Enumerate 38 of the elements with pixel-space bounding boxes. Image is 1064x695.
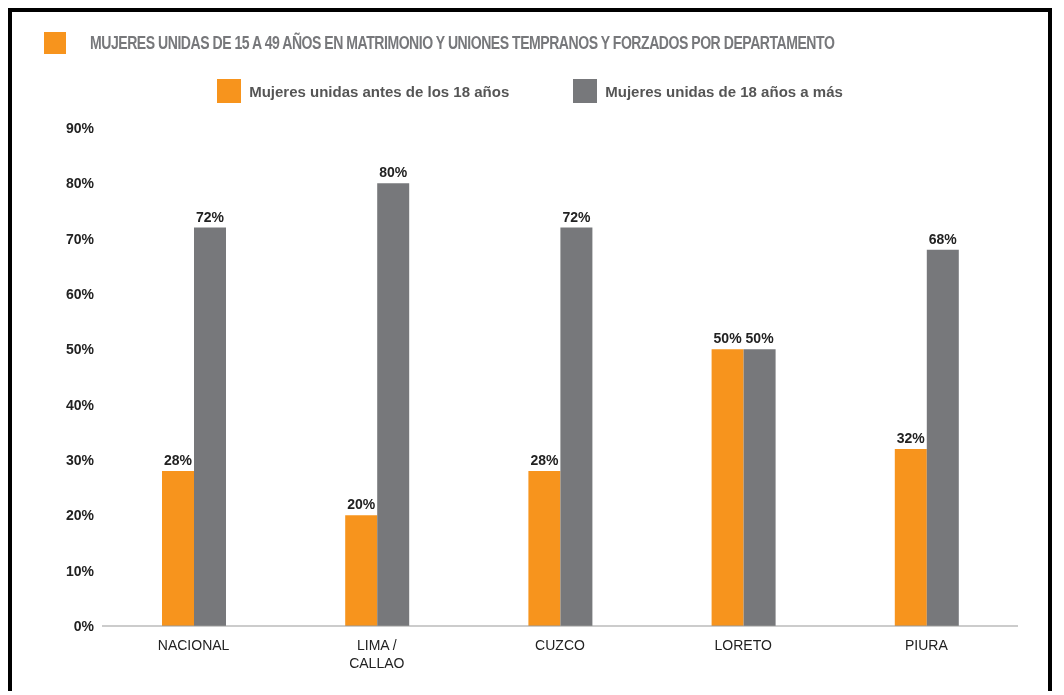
y-tick-label: 10% xyxy=(65,562,95,579)
bar xyxy=(743,349,776,626)
bar xyxy=(528,471,561,626)
y-tick-label: 90% xyxy=(65,119,95,136)
bar xyxy=(894,448,927,626)
x-tick-label: CUZCO xyxy=(535,637,585,653)
y-tick-label: 0% xyxy=(73,617,95,634)
data-label: 50% xyxy=(713,330,743,347)
data-label: 50% xyxy=(745,330,775,347)
bar xyxy=(560,227,593,626)
bar xyxy=(162,471,194,626)
y-tick-label: 40% xyxy=(65,396,95,413)
bar xyxy=(194,227,226,626)
chart-title: MUJERES UNIDAS DE 15 A 49 AÑOS EN MATRIMONIO Y UNIONES TEMPRANOS Y FORZADOS POR DEPARTAMENTO xyxy=(90,32,835,54)
data-label: 80% xyxy=(379,164,408,181)
x-tick-label: NACIONAL xyxy=(157,637,230,653)
x-tick-label: PIURA xyxy=(905,637,949,653)
y-tick-label: 20% xyxy=(65,507,95,524)
x-tick-label: LIMA / CALLAO xyxy=(349,637,405,671)
y-tick-label: 30% xyxy=(65,451,95,468)
y-tick-label: 70% xyxy=(65,230,95,247)
data-label: 20% xyxy=(347,496,376,513)
y-tick-label: 50% xyxy=(65,341,95,358)
y-tick-label: 60% xyxy=(65,285,95,302)
bar xyxy=(926,249,959,626)
legend-label: Mujeres unidas antes de los 18 años xyxy=(249,82,510,100)
bar xyxy=(345,515,378,626)
data-label: 28% xyxy=(530,452,559,469)
y-tick-label: 80% xyxy=(65,175,95,192)
x-tick-label: LORETO xyxy=(714,637,772,653)
bar xyxy=(711,349,744,626)
data-label: 32% xyxy=(896,429,926,446)
data-label: 72% xyxy=(195,208,225,225)
data-label: 72% xyxy=(562,208,591,225)
data-label: 68% xyxy=(928,230,958,247)
legend-label: Mujeres unidas de 18 años a más xyxy=(605,82,843,100)
data-label: 28% xyxy=(163,452,193,469)
bar xyxy=(377,183,410,626)
